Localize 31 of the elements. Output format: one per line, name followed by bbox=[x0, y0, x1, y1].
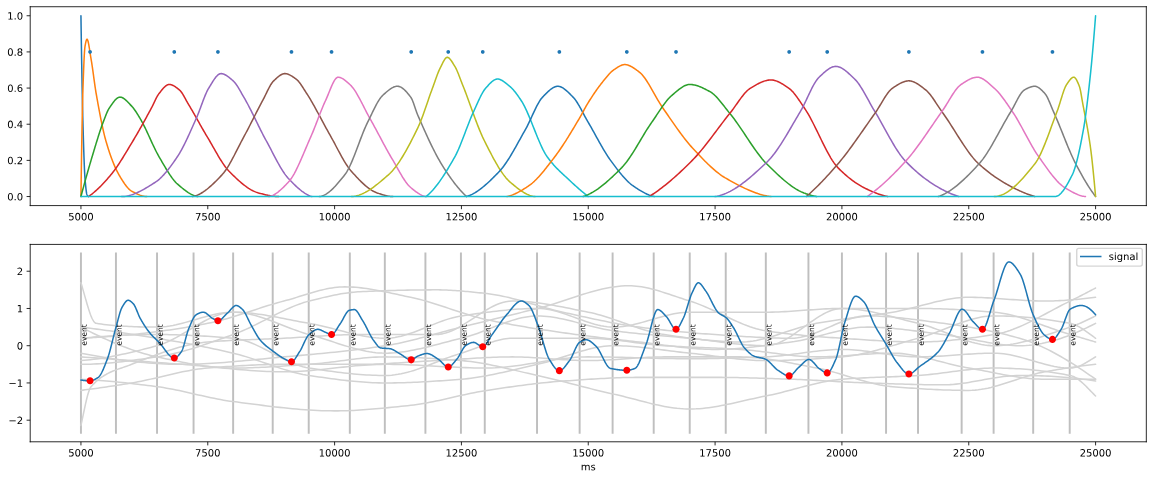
x-tick-label: 17500 bbox=[700, 212, 731, 221]
x-tick-label: 15000 bbox=[573, 212, 604, 221]
x-tick-label: 25000 bbox=[1080, 449, 1111, 457]
y-tick-label: 0.0 bbox=[7, 192, 23, 201]
x-tick-label: 5000 bbox=[68, 212, 93, 221]
y-tick-label: 0.6 bbox=[7, 84, 23, 93]
x-tick-label: 12500 bbox=[446, 212, 477, 221]
x-tick-label: 12500 bbox=[446, 449, 477, 457]
x-tick-label: 22500 bbox=[953, 449, 984, 457]
y-tick-label: 0.8 bbox=[7, 48, 23, 56]
y-tick-label: 0.4 bbox=[7, 120, 23, 129]
x-tick-label: 25000 bbox=[1080, 212, 1111, 221]
x-tick-label: 7500 bbox=[195, 212, 220, 221]
x-tick-label: 17500 bbox=[700, 449, 731, 457]
x-axis-title: ms bbox=[581, 464, 596, 471]
x-tick-label: 20000 bbox=[826, 212, 858, 221]
y-tick-label: 1 bbox=[17, 304, 23, 313]
y-tick-label: 0.2 bbox=[7, 156, 23, 165]
y-tick-label: 0 bbox=[17, 342, 23, 350]
legend-label: signal bbox=[1109, 252, 1138, 263]
x-tick-label: 22500 bbox=[953, 212, 984, 221]
x-tick-label: 15000 bbox=[573, 449, 604, 457]
y-tick-label: 1.0 bbox=[8, 12, 23, 20]
x-tick-label: 10000 bbox=[319, 449, 350, 457]
x-tick-label: 7500 bbox=[195, 449, 220, 457]
x-tick-label: 20000 bbox=[826, 449, 858, 457]
y-tick-label: −1 bbox=[9, 379, 23, 387]
y-tick-label: −2 bbox=[9, 416, 23, 424]
x-tick-label: 5000 bbox=[68, 449, 93, 457]
y-tick-label: 2 bbox=[17, 267, 23, 276]
x-tick-label: 10000 bbox=[319, 212, 350, 221]
